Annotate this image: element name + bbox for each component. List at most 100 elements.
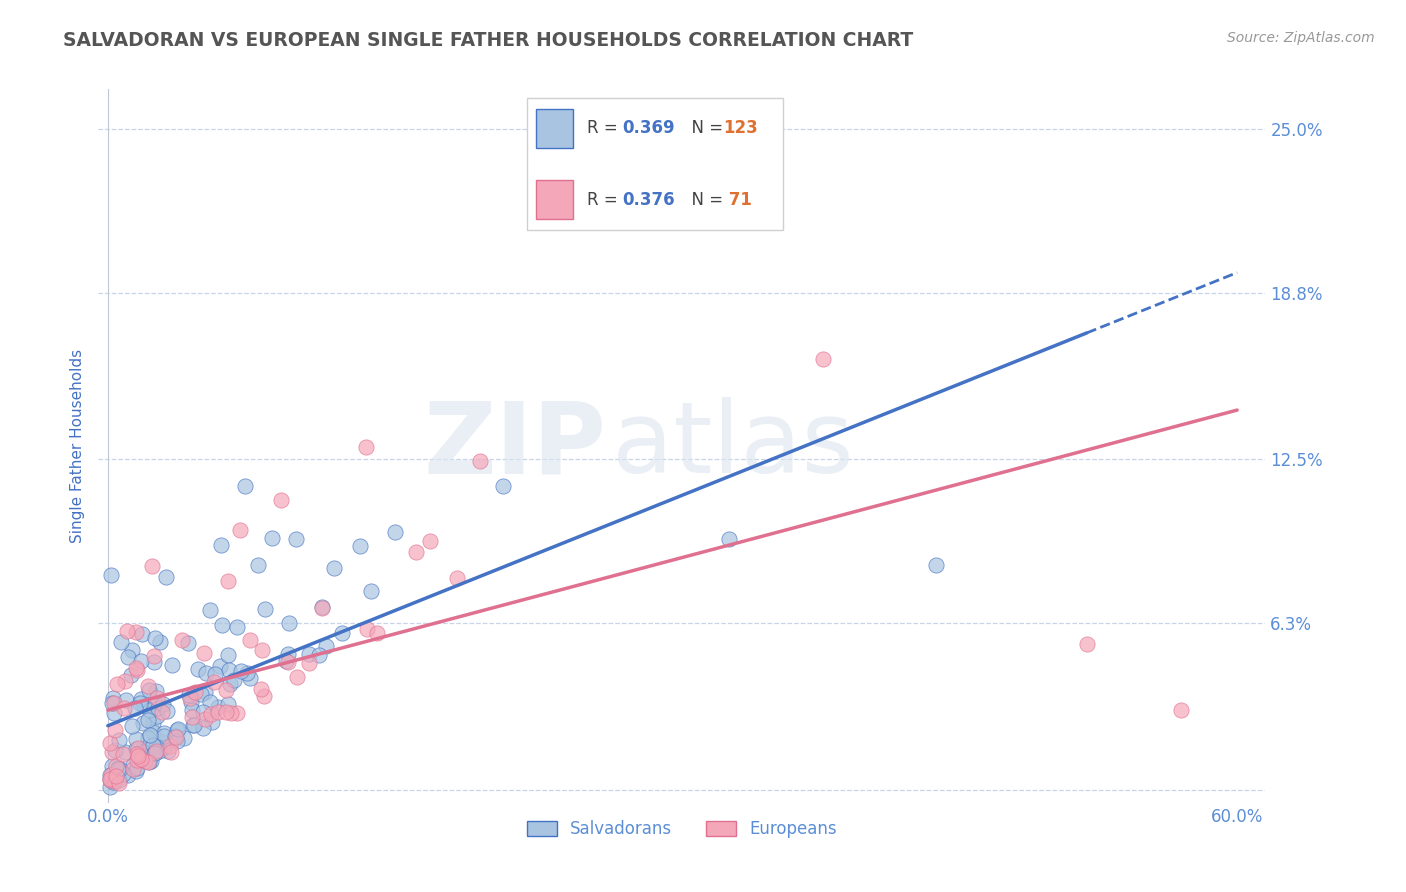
Point [311,600,333,615]
Point [98,780,121,794]
Point [225,706,247,720]
Point [143,656,166,670]
Point [115,624,138,638]
Point [285,532,308,546]
Point [107,762,129,776]
Point [308,648,330,662]
Point [100,768,122,782]
Point [124,731,146,746]
Point [193,646,215,660]
Text: R =: R = [588,191,623,209]
Point [315,639,337,653]
Point [100,746,122,760]
Point [142,738,165,752]
Point [114,674,136,689]
Point [219,677,242,691]
Point [122,762,145,776]
Text: ZIP: ZIP [423,398,606,494]
Point [110,635,132,649]
Point [122,757,145,772]
Point [209,658,232,673]
Point [104,743,127,757]
Point [125,624,148,639]
Point [127,741,149,756]
Point [217,648,239,662]
Point [215,682,238,697]
Point [125,764,148,779]
Point [143,696,166,710]
Point [131,752,153,766]
Point [198,603,221,617]
Point [105,677,128,691]
Point [101,696,124,710]
Point [112,747,135,761]
Point [252,689,274,703]
Point [138,679,160,693]
Point [202,674,225,689]
Point [142,716,165,731]
Point [152,697,174,711]
Point [150,705,173,719]
Point [183,718,205,732]
Point [165,730,187,744]
Point [136,713,159,727]
Point [194,685,217,699]
Point [108,732,131,747]
Point [233,478,256,492]
Point [155,704,177,718]
Point [117,650,139,665]
Point [194,712,217,726]
Point [107,772,129,787]
Point [127,748,149,763]
Point [160,657,183,672]
Point [811,351,834,366]
Point [124,700,146,714]
Point [1170,703,1192,717]
Point [148,743,170,757]
Point [446,571,468,585]
Point [166,733,188,747]
Point [145,744,167,758]
Point [170,632,193,647]
Text: 123: 123 [723,120,758,137]
FancyBboxPatch shape [536,180,574,219]
Point [124,742,146,756]
Point [229,523,252,537]
Point [103,706,125,721]
Point [103,774,125,789]
Point [218,663,240,677]
Text: atlas: atlas [612,398,853,494]
Point [112,701,135,715]
Legend: Salvadorans, Europeans: Salvadorans, Europeans [520,814,844,845]
Point [149,635,172,649]
Point [270,493,292,508]
Point [277,647,299,661]
Point [138,683,160,698]
Text: 71: 71 [723,191,752,209]
Point [143,746,166,760]
Point [98,768,121,782]
Point [239,633,262,648]
FancyBboxPatch shape [527,98,783,230]
Point [125,664,148,678]
Point [165,729,187,743]
Point [191,705,214,719]
Point [419,533,441,548]
Point [250,681,273,696]
Point [173,731,195,746]
Point [125,661,148,675]
Point [128,696,150,710]
Point [138,755,160,769]
Point [156,744,179,758]
Point [121,643,143,657]
Point [141,558,163,573]
Point [298,647,321,661]
Point [142,724,165,739]
Point [117,768,139,782]
Point [925,558,948,572]
Point [138,703,160,717]
Point [180,695,202,709]
Point [129,691,152,706]
Point [492,478,515,492]
Point [349,540,371,554]
